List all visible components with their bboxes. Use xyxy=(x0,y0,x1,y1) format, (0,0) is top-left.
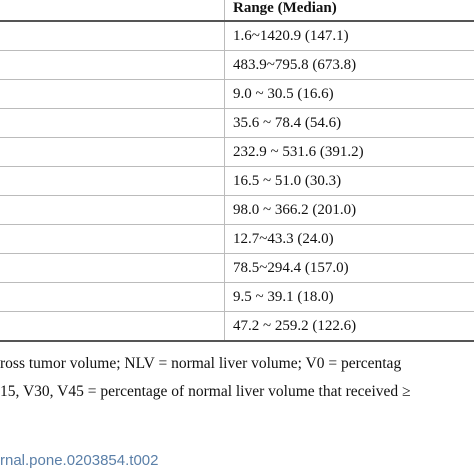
cell xyxy=(0,50,225,80)
cell xyxy=(0,166,225,196)
table-row: 47.2 ~ 259.2 (122.6) xyxy=(0,311,474,342)
cell xyxy=(0,20,225,51)
table-row: 78.5~294.4 (157.0) xyxy=(0,253,474,283)
header-row: Range (Median) xyxy=(0,0,474,21)
cell xyxy=(0,311,225,342)
doi-link[interactable]: rnal.pone.0203854.t002 xyxy=(0,452,159,469)
footnote: 15, V30, V45 = percentage of normal live… xyxy=(0,383,411,400)
cell: 12.7~43.3 (24.0) xyxy=(224,224,474,254)
cell: 47.2 ~ 259.2 (122.6) xyxy=(224,311,474,342)
cell: 16.5 ~ 51.0 (30.3) xyxy=(224,166,474,196)
cell xyxy=(0,108,225,138)
cell xyxy=(0,253,225,283)
cell: 98.0 ~ 366.2 (201.0) xyxy=(224,195,474,225)
table-row: 16.5 ~ 51.0 (30.3) xyxy=(0,166,474,196)
table: Range (Median) 1.6~1420.9 (147.1) 483.9~7… xyxy=(0,0,474,342)
table-row: 232.9 ~ 531.6 (391.2) xyxy=(0,137,474,167)
table-row: 12.7~43.3 (24.0) xyxy=(0,224,474,254)
cell: 483.9~795.8 (673.8) xyxy=(224,50,474,80)
cell: 232.9 ~ 531.6 (391.2) xyxy=(224,137,474,167)
cell xyxy=(0,79,225,109)
column-header: Range (Median) xyxy=(233,0,337,16)
table-row: 1.6~1420.9 (147.1) xyxy=(0,20,474,51)
table-row: 98.0 ~ 366.2 (201.0) xyxy=(0,195,474,225)
table-row: 9.0 ~ 30.5 (16.6) xyxy=(0,79,474,109)
cell: 1.6~1420.9 (147.1) xyxy=(224,20,474,51)
table-row: 483.9~795.8 (673.8) xyxy=(0,50,474,80)
table-row: 9.5 ~ 39.1 (18.0) xyxy=(0,282,474,312)
cell: 9.0 ~ 30.5 (16.6) xyxy=(224,79,474,109)
cell xyxy=(0,137,225,167)
footnote: ross tumor volume; NLV = normal liver vo… xyxy=(0,355,402,372)
cell: 78.5~294.4 (157.0) xyxy=(224,253,474,283)
table-row: 35.6 ~ 78.4 (54.6) xyxy=(0,108,474,138)
cell xyxy=(0,224,225,254)
cell xyxy=(0,282,225,312)
cell: 9.5 ~ 39.1 (18.0) xyxy=(224,282,474,312)
cell: 35.6 ~ 78.4 (54.6) xyxy=(224,108,474,138)
cell xyxy=(0,195,225,225)
cell xyxy=(0,0,225,21)
